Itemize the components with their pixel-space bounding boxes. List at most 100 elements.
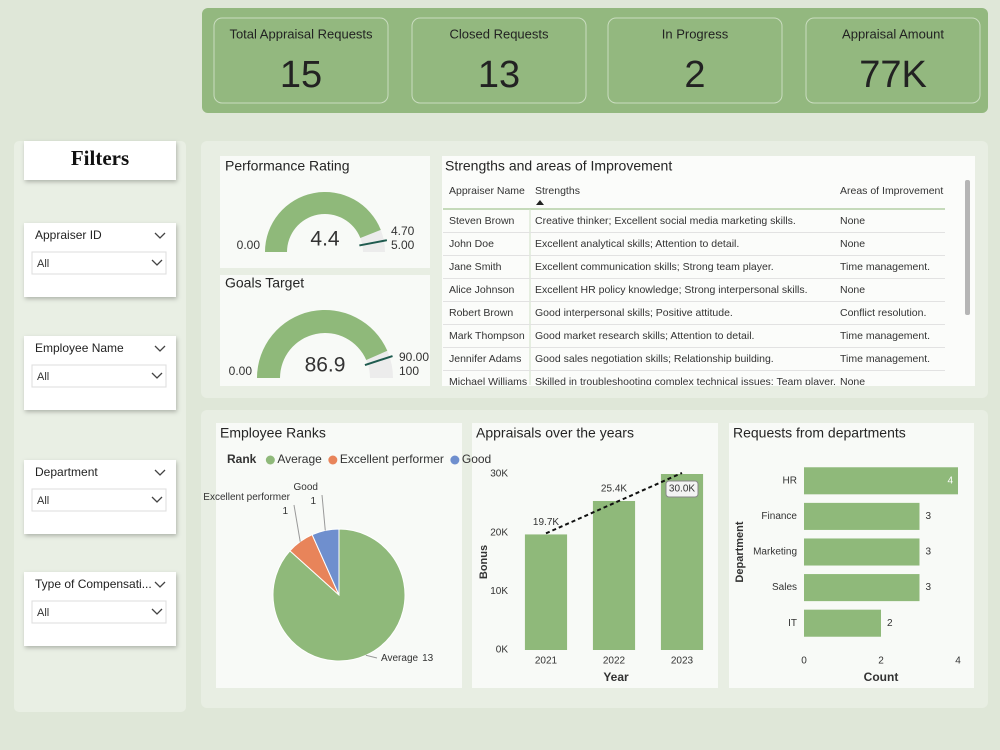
value-label: 4 [947,475,953,486]
x-tick-label: 2021 [535,656,558,667]
value-label: 3 [926,511,932,522]
bar [804,574,920,602]
table-title: Strengths and areas of Improvement [445,158,672,174]
kpi-value: 77K [859,54,927,96]
table-cell: None [840,284,865,296]
x-axis-title: Year [603,670,629,684]
table-cell: Time management. [840,330,930,342]
chevron [154,581,166,588]
value-label: 2 [887,618,893,629]
table-cell: Skilled in troubleshooting complex techn… [535,376,836,388]
gauge-tick-label: 0.00 [237,238,261,252]
bar [660,474,704,650]
scrollbar[interactable] [965,180,970,315]
bar [804,502,920,530]
slicer-label: Appraiser ID [35,228,102,242]
table-cell: Good sales negotiation skills; Relations… [535,353,774,365]
chevron [151,608,163,615]
slicer-dropdown[interactable] [31,251,167,275]
gauge-tick-label: 5.00 [391,238,415,252]
chart-title: Goals Target [225,275,304,291]
gauge-tick-label: 0.00 [229,364,253,378]
label-box [665,480,699,498]
x-tick-label: 0 [801,656,807,667]
value-label: 3 [926,582,932,593]
table-cell: Time management. [840,353,930,365]
table-cell: None [840,215,865,227]
value-label: 19.7K [533,517,559,528]
slice-value: 13 [422,653,434,664]
legend-label: Good [462,452,491,466]
column-header: Areas of Improvement [840,185,943,197]
bar [524,534,568,650]
y-tick-label: Marketing [753,547,797,558]
kpi-value: 15 [280,54,322,96]
gauge-value [257,309,388,378]
table-cell: Jane Smith [449,261,502,273]
kpi-card [805,17,981,104]
leader-line [293,504,301,542]
slicer-label: Department [35,465,98,479]
pie-slice [311,528,340,596]
legend-swatch [450,455,460,465]
table-cell: Time management. [840,261,930,273]
slice-name: Average [381,653,419,664]
table-cell: Jennifer Adams [449,353,521,365]
kpi-label: Closed Requests [450,26,549,41]
filters-title-box [24,141,176,180]
chart-title: Appraisals over the years [476,425,634,441]
slice-label: Excellent performer 1 [203,492,290,517]
chevron [151,259,163,266]
gauge-target-label: 90.00 [399,350,429,364]
chart-title: Performance Rating [225,158,350,174]
slicer-dropdown[interactable] [31,488,167,512]
value-label: 3 [926,547,932,558]
filters-title: Filters [71,146,129,170]
chevron [151,496,163,503]
x-tick-label: 2 [878,656,884,667]
kpi-label: Appraisal Amount [842,26,944,41]
trendline [545,472,683,535]
y-axis-title: Department [734,521,746,582]
slicer-value: All [37,371,49,383]
kpi-value: 2 [684,54,705,96]
table-cell: Mark Thompson [449,330,525,342]
gauge-value-label: 86.9 [305,354,346,377]
kpi-label: Total Appraisal Requests [229,26,373,41]
bar [804,609,881,637]
gauge-target [359,239,388,247]
kpi-value: 13 [478,54,520,96]
table-cell: Good market research skills; Attention t… [535,330,754,342]
slicer-value: All [37,495,49,507]
chart-title: Employee Ranks [220,425,326,441]
value-label: 30.0K [669,484,695,495]
y-tick-label: 30K [490,469,508,480]
gauge-target [364,355,393,366]
chevron [151,372,163,379]
bar [592,500,636,650]
table-cell: Good interpersonal skills; Positive atti… [535,307,733,319]
y-tick-label: 10K [490,586,508,597]
slicer-dropdown[interactable] [31,600,167,624]
gauge-tick-label: 100 [399,364,419,378]
legend-label: Excellent performer [340,452,444,466]
x-tick-label: 2022 [603,656,626,667]
y-tick-label: HR [783,475,797,486]
y-tick-label: 20K [490,527,508,538]
leader-line [365,654,378,659]
y-axis-title: Bonus [478,545,490,579]
legend-swatch [265,455,275,465]
chevron [154,232,166,239]
column-header: Appraiser Name [449,185,525,197]
chart-title: Requests from departments [733,425,906,441]
y-tick-label: 0K [496,645,509,656]
legend-label: Average [277,452,322,466]
x-tick-label: 2023 [671,656,694,667]
y-tick-label: Sales [772,582,797,593]
kpi-card [411,17,587,104]
table-body: Steven Brown Creative thinker; Excellent … [443,209,945,388]
bar [804,538,920,566]
slicer-dropdown[interactable] [31,364,167,388]
y-tick-label: IT [788,618,797,629]
